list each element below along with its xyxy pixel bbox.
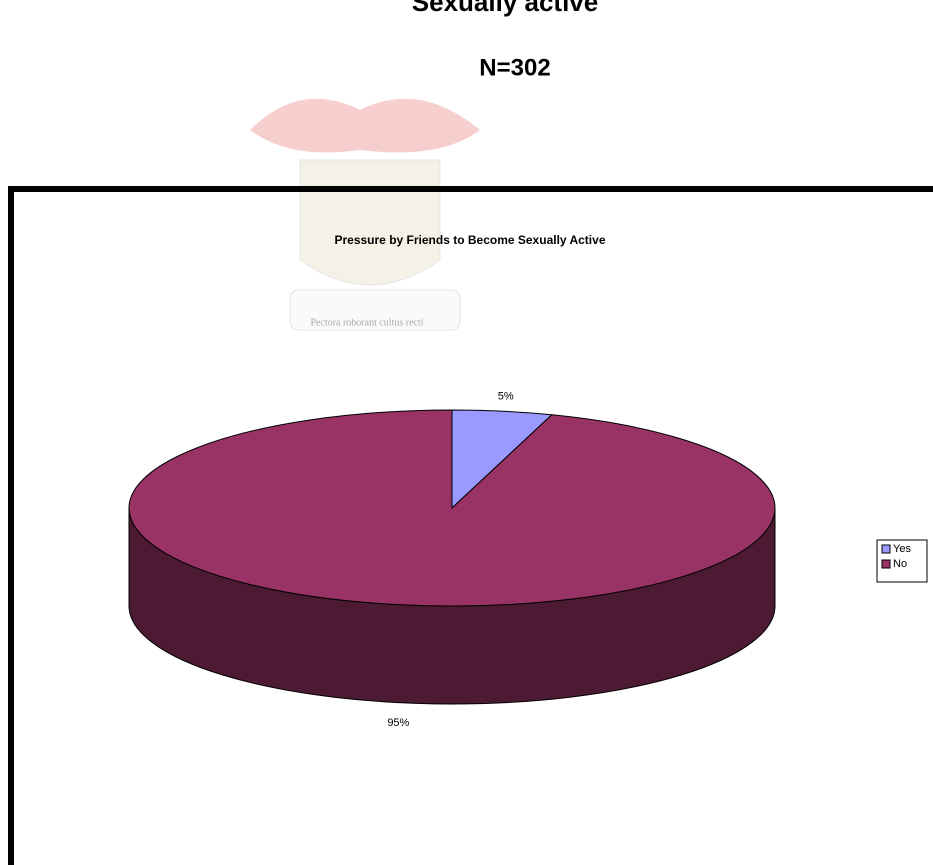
page-title: Sexually active [412,0,598,17]
legend-label: No [893,558,907,570]
watermark-logo [250,98,480,331]
chart-frame [8,186,933,865]
page-subtitle: N=302 [479,54,550,81]
chart-title: Pressure by Friends to Become Sexually A… [334,233,605,247]
watermark-text: Pectora roborant cultus recti [310,317,423,328]
data-label: 5% [498,390,514,402]
legend-swatch [881,544,891,554]
legend-label: Yes [893,543,911,555]
data-label: 95% [387,717,409,729]
legend-swatch [881,559,891,569]
pie-slice [128,409,776,607]
